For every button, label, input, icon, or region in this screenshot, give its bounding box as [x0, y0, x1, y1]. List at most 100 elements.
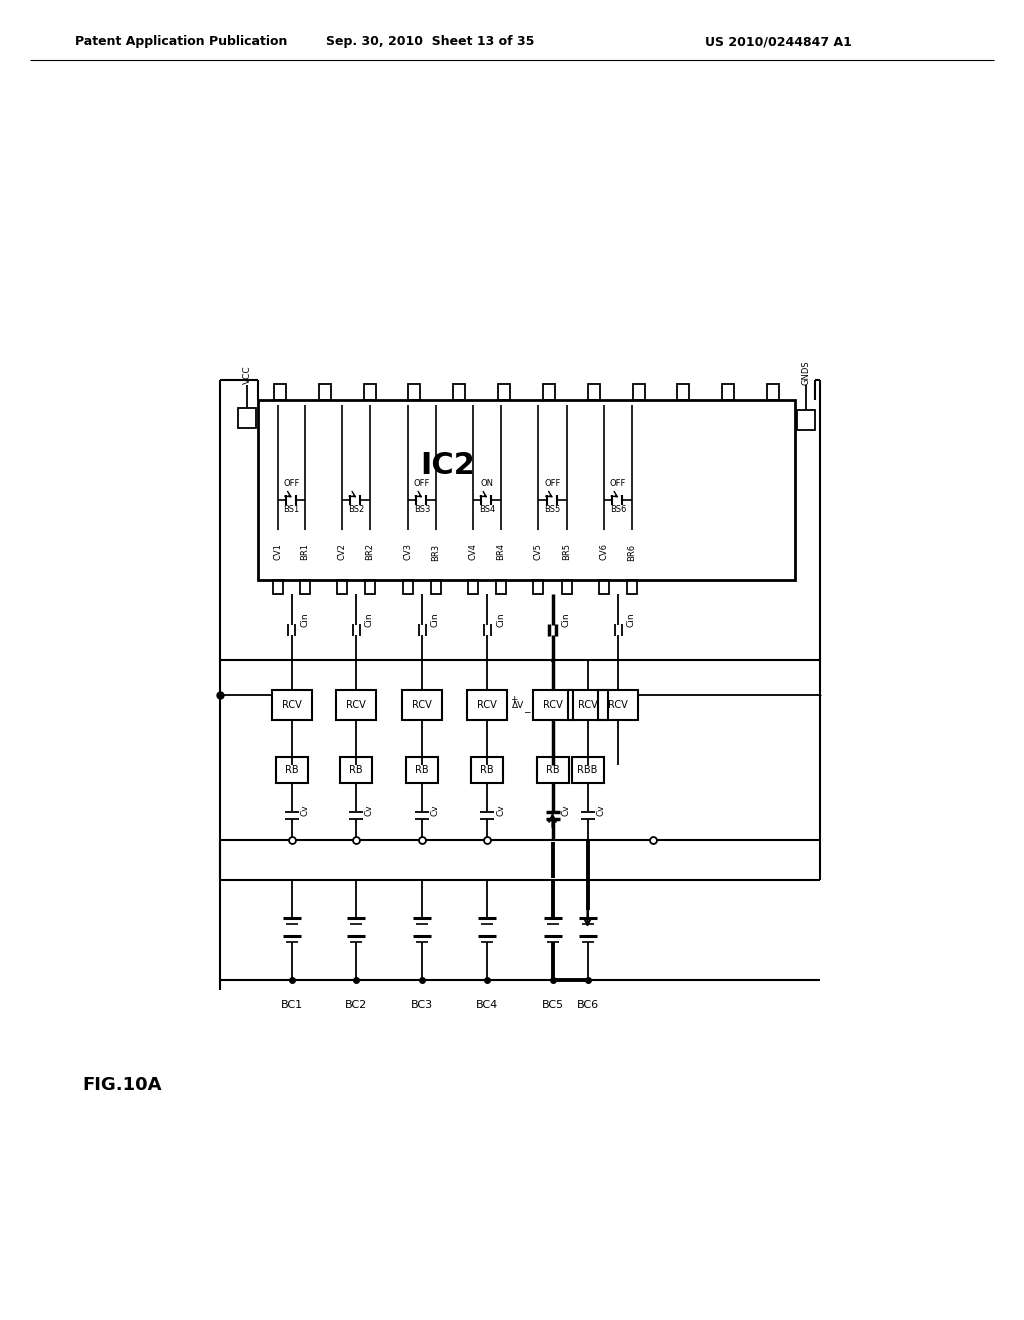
- Text: BS6: BS6: [610, 506, 627, 515]
- Text: BC3: BC3: [411, 1001, 433, 1010]
- Bar: [571, 756, 603, 783]
- Text: BR6: BR6: [628, 544, 637, 561]
- Bar: [406, 756, 438, 783]
- Text: BR4: BR4: [497, 544, 506, 561]
- Bar: [498, 384, 510, 400]
- Text: +: +: [510, 696, 517, 705]
- Bar: [532, 690, 572, 719]
- Bar: [496, 579, 506, 594]
- Text: BS1: BS1: [284, 506, 300, 515]
- Text: Cin: Cin: [431, 612, 440, 627]
- Text: RCV: RCV: [346, 700, 366, 710]
- Bar: [543, 384, 555, 400]
- Text: BR5: BR5: [562, 544, 571, 561]
- Text: BR1: BR1: [300, 544, 309, 561]
- Text: Cv: Cv: [561, 804, 570, 816]
- Text: Patent Application Publication: Patent Application Publication: [75, 36, 288, 49]
- Text: RCV: RCV: [412, 700, 432, 710]
- Text: −: −: [523, 708, 530, 717]
- Text: US 2010/0244847 A1: US 2010/0244847 A1: [705, 36, 852, 49]
- Text: GNDS: GNDS: [802, 360, 811, 385]
- Bar: [677, 384, 689, 400]
- Text: VCC: VCC: [243, 366, 252, 384]
- Bar: [627, 579, 637, 594]
- Bar: [633, 384, 644, 400]
- Text: Cin: Cin: [627, 612, 636, 627]
- Text: Cv: Cv: [496, 804, 505, 816]
- Text: RB: RB: [546, 766, 559, 775]
- Text: OFF: OFF: [284, 479, 300, 488]
- Text: Cv: Cv: [431, 804, 440, 816]
- Bar: [340, 756, 372, 783]
- Text: Cv: Cv: [300, 804, 309, 816]
- Bar: [274, 384, 286, 400]
- Text: BC2: BC2: [345, 1001, 368, 1010]
- Text: BR2: BR2: [366, 544, 375, 561]
- Text: RCV: RCV: [543, 700, 562, 710]
- Text: BC4: BC4: [476, 1001, 498, 1010]
- Bar: [599, 579, 609, 594]
- Text: Cin: Cin: [365, 612, 374, 627]
- Text: BC6: BC6: [577, 1001, 599, 1010]
- Text: OFF: OFF: [545, 479, 561, 488]
- Text: BS4: BS4: [479, 506, 496, 515]
- Text: IC2: IC2: [420, 450, 475, 479]
- Text: CV2: CV2: [338, 544, 346, 561]
- Text: RB: RB: [480, 766, 494, 775]
- Bar: [567, 690, 607, 719]
- Bar: [364, 384, 376, 400]
- Text: BC5: BC5: [542, 1001, 563, 1010]
- Text: CV6: CV6: [599, 544, 608, 561]
- Bar: [365, 579, 375, 594]
- Bar: [409, 384, 421, 400]
- Text: RCV: RCV: [282, 700, 301, 710]
- Bar: [767, 384, 779, 400]
- Text: ON: ON: [480, 479, 494, 488]
- Bar: [336, 690, 376, 719]
- Text: CV5: CV5: [534, 544, 543, 561]
- Bar: [318, 384, 331, 400]
- Bar: [300, 579, 310, 594]
- Text: RCV: RCV: [477, 700, 497, 710]
- Bar: [258, 400, 795, 579]
- Bar: [454, 384, 465, 400]
- Text: CV3: CV3: [403, 544, 413, 561]
- Text: BS2: BS2: [348, 506, 365, 515]
- Text: CV1: CV1: [273, 544, 283, 561]
- Bar: [403, 579, 413, 594]
- Bar: [722, 384, 734, 400]
- Bar: [468, 579, 478, 594]
- Text: RB: RB: [415, 766, 429, 775]
- Text: ΔV: ΔV: [512, 701, 524, 710]
- Text: Cv: Cv: [365, 804, 374, 816]
- Text: OFF: OFF: [414, 479, 430, 488]
- Text: Cin: Cin: [300, 612, 309, 627]
- Text: Sep. 30, 2010  Sheet 13 of 35: Sep. 30, 2010 Sheet 13 of 35: [326, 36, 535, 49]
- Bar: [337, 579, 347, 594]
- Text: RCV: RCV: [608, 700, 628, 710]
- Text: RB: RB: [349, 766, 362, 775]
- Text: RCV: RCV: [578, 700, 597, 710]
- Text: BS3: BS3: [414, 506, 430, 515]
- Bar: [534, 579, 543, 594]
- Bar: [275, 756, 307, 783]
- Bar: [598, 690, 638, 719]
- Bar: [562, 579, 572, 594]
- Text: BR3: BR3: [431, 544, 440, 561]
- Text: Cv: Cv: [597, 804, 605, 816]
- Text: RB: RB: [285, 766, 298, 775]
- Bar: [588, 384, 600, 400]
- Text: Cin: Cin: [496, 612, 505, 627]
- Bar: [467, 690, 507, 719]
- Bar: [471, 756, 503, 783]
- Bar: [271, 690, 311, 719]
- Bar: [402, 690, 442, 719]
- Bar: [797, 411, 815, 430]
- Text: BC1: BC1: [281, 1001, 302, 1010]
- Text: CV4: CV4: [469, 544, 477, 561]
- Text: Cin: Cin: [561, 612, 570, 627]
- Bar: [537, 756, 568, 783]
- Bar: [273, 579, 283, 594]
- Bar: [238, 408, 256, 428]
- Bar: [431, 579, 441, 594]
